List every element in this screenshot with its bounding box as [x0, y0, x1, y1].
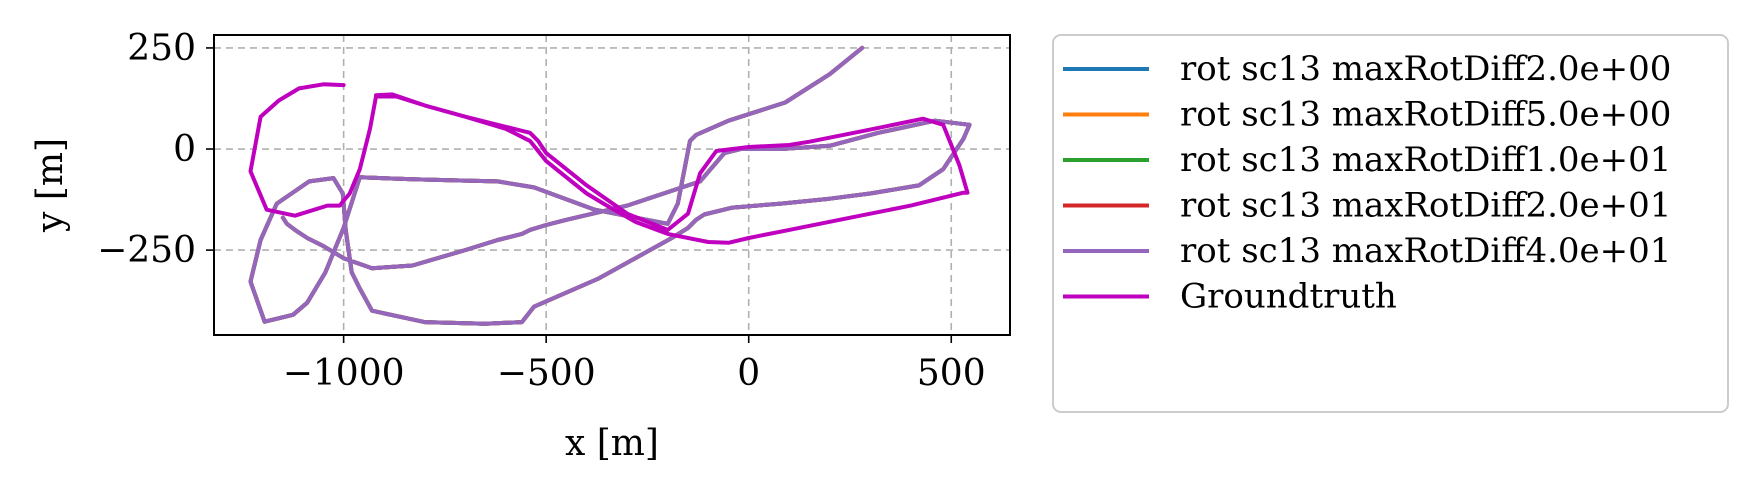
x-tick-label: −500 [497, 353, 596, 394]
legend-box [1052, 34, 1729, 413]
legend-label: rot sc13 maxRotDiff2.0e+00 [1180, 49, 1671, 89]
legend-label: rot sc13 maxRotDiff5.0e+00 [1180, 95, 1671, 135]
y-tick-label: −250 [97, 230, 196, 271]
legend-items: rot sc13 maxRotDiff2.0e+00 rot sc13 maxRo… [1063, 49, 1671, 317]
y-axis-label: y [m] [30, 138, 71, 233]
x-tick-label: −1000 [283, 353, 405, 394]
axis-ticks: −1000 −500 0 500 250 0 −250 [97, 28, 986, 394]
x-tick-label: 500 [917, 353, 986, 394]
legend-label: Groundtruth [1180, 277, 1397, 317]
legend-label: rot sc13 maxRotDiff2.0e+01 [1180, 186, 1671, 226]
legend-label: rot sc13 maxRotDiff4.0e+01 [1180, 231, 1671, 271]
series-line-6 [248, 82, 970, 245]
y-tick-label: 250 [127, 28, 196, 69]
x-tick-label: 0 [737, 353, 760, 394]
legend: rot sc13 maxRotDiff2.0e+00 rot sc13 maxRo… [1052, 34, 1729, 413]
y-tick-label: 0 [173, 129, 196, 170]
x-axis-label: x [m] [565, 423, 659, 464]
grid-lines [214, 35, 1010, 335]
series-lines [248, 45, 972, 326]
legend-label: rot sc13 maxRotDiff1.0e+01 [1180, 140, 1671, 180]
plot-frame [213, 34, 1011, 336]
series-line-5 [248, 45, 972, 326]
